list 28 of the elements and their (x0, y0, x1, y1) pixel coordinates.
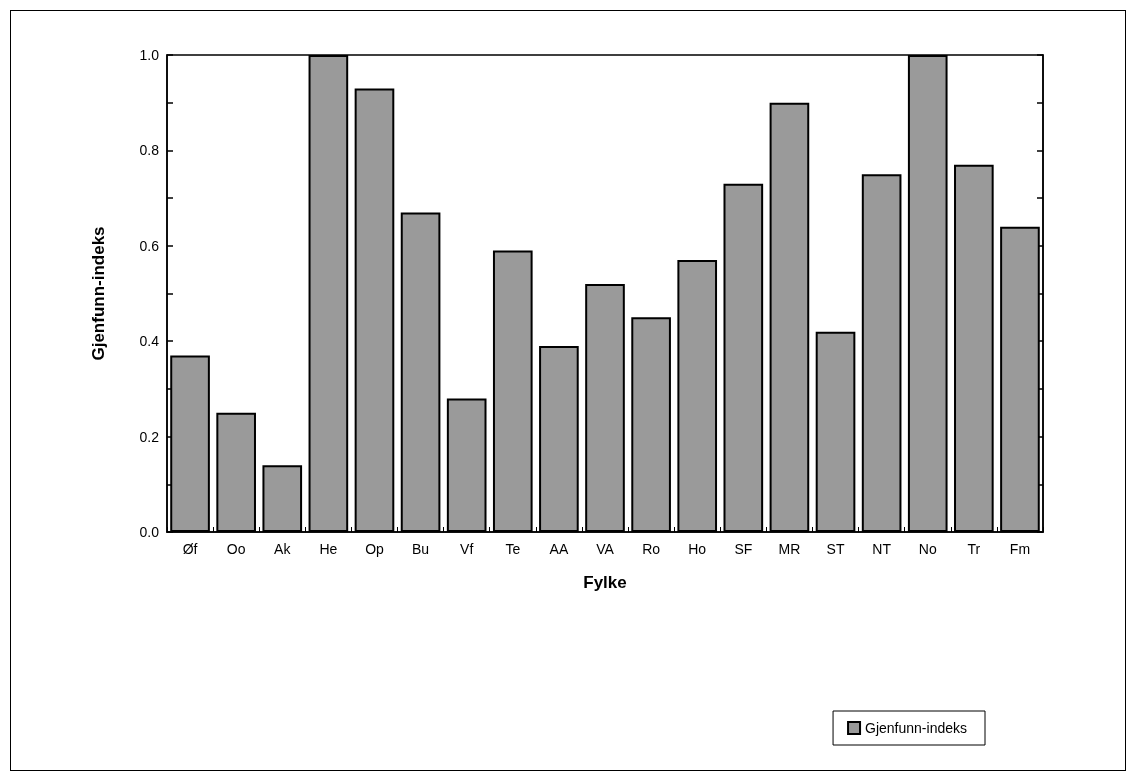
y-tick-label: 0.6 (139, 237, 160, 254)
x-tick-label: Ho (688, 541, 707, 557)
x-axis-title: Fylke (583, 573, 627, 592)
y-axis-title: Gjenfunn-indeks (89, 226, 108, 361)
y-tick-label: 0.8 (139, 142, 160, 159)
x-tick-label: Bu (412, 541, 430, 557)
x-tick-label: ST (826, 541, 845, 557)
x-tick-label: Op (365, 541, 385, 557)
x-tick-label: Vf (460, 541, 474, 557)
legend-label: Gjenfunn-indeks (865, 720, 967, 736)
x-tick-label: Øf (182, 541, 198, 557)
x-tick-label: Ro (642, 541, 661, 557)
y-tick-label: 1.0 (139, 47, 160, 63)
x-tick-label: Oo (226, 541, 246, 557)
x-tick-label: Te (505, 541, 521, 557)
x-tick-label: MR (778, 541, 801, 557)
x-tick-label: SF (734, 541, 753, 557)
y-tick-label: 0.4 (139, 333, 160, 350)
x-tick-label: NT (872, 541, 892, 557)
x-tick-label: AA (549, 541, 569, 557)
x-tick-label: Ak (274, 541, 292, 557)
x-tick-label: Tr (967, 541, 981, 557)
y-tick-label: 0.2 (139, 428, 160, 445)
x-tick-label: VA (596, 541, 615, 557)
x-tick-label: Fm (1009, 541, 1031, 557)
y-tick-label: 0.0 (139, 524, 160, 540)
x-tick-label: No (918, 541, 937, 557)
x-tick-label: He (319, 541, 338, 557)
